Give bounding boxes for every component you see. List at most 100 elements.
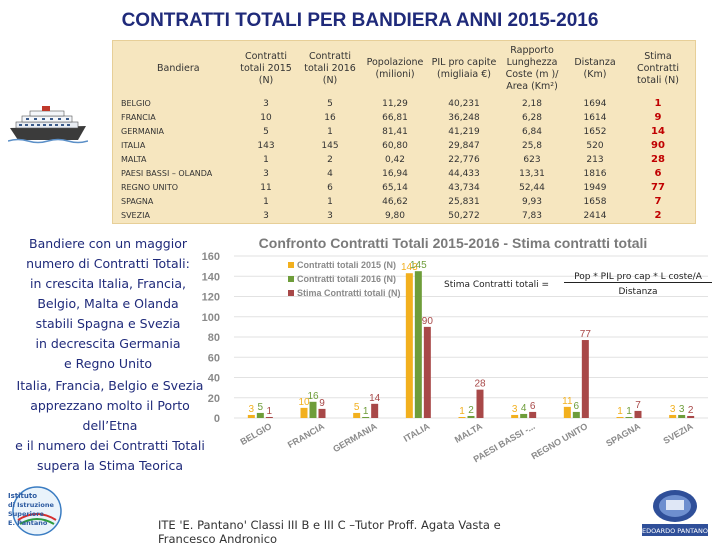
bar-2 xyxy=(581,340,589,418)
cell-pil: 41,219 xyxy=(448,127,480,137)
x-category-label: MALTA xyxy=(453,421,485,445)
data-label: 3 xyxy=(512,404,518,415)
bar-chart: Confronto Contratti Totali 2015-2016 - S… xyxy=(202,235,708,464)
data-label: 16 xyxy=(307,391,319,402)
cell-pil: 44,433 xyxy=(448,169,480,179)
cell-bandiera: BELGIO xyxy=(121,99,151,108)
table-row: SVEZIA 3 3 9,80 50,272 7,83 2414 2 xyxy=(113,209,695,223)
data-label: 4 xyxy=(521,403,527,414)
footer-credits: ITE 'E. Pantano' Classi III B e III C –T… xyxy=(158,518,501,546)
formula-numerator: Pop * PIL pro cap * L coste/A xyxy=(564,272,712,283)
table-row: GERMANIA 5 1 81,41 41,219 6,84 1652 14 xyxy=(113,125,695,139)
bar-0 xyxy=(247,414,255,418)
data-label: 1 xyxy=(363,406,369,417)
bar-0 xyxy=(300,407,308,418)
cell-c2016: 5 xyxy=(327,99,333,109)
cell-c2015: 10 xyxy=(260,113,272,123)
cell-stima: 77 xyxy=(651,182,665,193)
y-tick-label: 160 xyxy=(202,251,220,263)
cell-distanza: 1614 xyxy=(583,113,607,123)
cell-pop: 65,14 xyxy=(382,183,408,193)
data-label: 3 xyxy=(670,404,676,415)
cell-bandiera: REGNO UNITO xyxy=(121,183,179,192)
table-row: FRANCIA 10 16 66,81 36,248 6,28 1614 9 xyxy=(113,111,695,125)
cell-pop: 16,94 xyxy=(382,169,408,179)
note-trend: Bandiere con un maggior numero di Contra… xyxy=(26,236,190,371)
bar-0 xyxy=(669,414,677,418)
x-category-label: GERMANIA xyxy=(331,421,379,454)
cell-rapporto: 623 xyxy=(523,155,541,165)
cell-stima: 28 xyxy=(651,154,665,165)
bar-1 xyxy=(362,416,370,418)
cell-bandiera: MALTA xyxy=(121,155,147,164)
data-label: 5 xyxy=(354,402,360,413)
bar-0 xyxy=(353,412,361,418)
header-pil: PIL pro capite (migliaia €) xyxy=(431,57,497,80)
x-category-label: SPAGNA xyxy=(604,421,642,449)
data-label: 1 xyxy=(617,406,623,417)
y-tick-label: 100 xyxy=(202,312,220,324)
cell-distanza: 1816 xyxy=(583,169,607,179)
bar-2 xyxy=(265,416,273,418)
formula: Stima Contratti totali = Pop * PIL pro c… xyxy=(444,272,716,302)
header-c2015: Contratti totali 2015 (N) xyxy=(240,51,292,86)
cell-c2016: 16 xyxy=(324,113,336,123)
bar-1 xyxy=(520,413,528,418)
data-label: 9 xyxy=(319,398,325,409)
formula-label: Stima Contratti totali = xyxy=(444,280,550,290)
bar-1 xyxy=(625,416,633,418)
legend-swatch xyxy=(288,290,294,296)
x-category-label: BELGIO xyxy=(238,421,273,447)
table-row: PAESI BASSI – OLANDA 3 4 16,94 44,433 13,31 18… xyxy=(113,167,695,181)
cell-c2015: 3 xyxy=(263,99,269,109)
legend-swatch xyxy=(288,262,294,268)
bar-0 xyxy=(616,416,624,418)
note-appreciation: Italia, Francia, Belgio e Svezia apprezz… xyxy=(15,378,205,473)
cell-rapporto: 13,31 xyxy=(519,169,545,179)
header-c2016: Contratti totali 2016 (N) xyxy=(304,51,356,86)
cell-stima: 2 xyxy=(654,210,662,221)
bar-0 xyxy=(458,416,466,418)
chart-title: Confronto Contratti Totali 2015-2016 - S… xyxy=(259,235,648,251)
table-row: MALTA 1 2 0,42 22,776 623 213 28 xyxy=(113,153,695,167)
legend-label: Stima Contratti totali (N) xyxy=(297,288,401,298)
bar-2 xyxy=(529,411,537,418)
cell-pop: 81,41 xyxy=(382,127,408,137)
header-distanza: Distanza (Km) xyxy=(574,57,616,80)
cell-pop: 46,62 xyxy=(382,197,408,207)
bar-1 xyxy=(572,411,580,418)
data-label: 6 xyxy=(530,401,536,412)
data-label: 11 xyxy=(562,396,573,407)
table-row: ITALIA 143 145 60,80 29,847 25,8 520 90 xyxy=(113,139,695,153)
bar-2 xyxy=(476,389,484,418)
table-row: SPAGNA 1 1 46,62 25,831 9,93 1658 7 xyxy=(113,195,695,209)
data-label: 6 xyxy=(574,401,580,412)
cell-stima: 1 xyxy=(654,98,662,109)
cell-pop: 11,29 xyxy=(382,99,408,109)
cell-pop: 0,42 xyxy=(384,155,406,165)
table-row: BELGIO 3 5 11,29 40,231 2,18 1694 1 xyxy=(113,97,695,111)
cell-c2015: 3 xyxy=(263,169,269,179)
cell-pil: 50,272 xyxy=(448,211,480,221)
bar-1 xyxy=(309,401,317,418)
cell-stima: 14 xyxy=(651,126,665,137)
cell-c2016: 1 xyxy=(327,127,333,137)
cell-c2015: 1 xyxy=(263,197,269,207)
legend-swatch xyxy=(288,276,294,282)
cell-rapporto: 52,44 xyxy=(519,183,545,193)
cell-bandiera: PAESI BASSI – OLANDA xyxy=(121,169,213,178)
data-label: 2 xyxy=(688,405,694,416)
cell-distanza: 1694 xyxy=(583,99,607,109)
header-popolazione: Popolazione (milioni) xyxy=(366,57,424,80)
bar-0 xyxy=(511,414,519,418)
cell-c2016: 1 xyxy=(327,197,333,207)
bar-1 xyxy=(467,415,475,418)
formula-denominator: Distanza xyxy=(618,287,658,297)
cell-stima: 90 xyxy=(651,140,665,151)
y-tick-label: 40 xyxy=(208,373,220,385)
svg-text:Superiore: Superiore xyxy=(8,510,44,518)
table-row: REGNO UNITO 11 6 65,14 43,734 52,44 1949 77 xyxy=(113,181,695,195)
cell-distanza: 1658 xyxy=(583,197,607,207)
cell-c2016: 6 xyxy=(327,183,333,193)
bar-2 xyxy=(318,408,326,418)
